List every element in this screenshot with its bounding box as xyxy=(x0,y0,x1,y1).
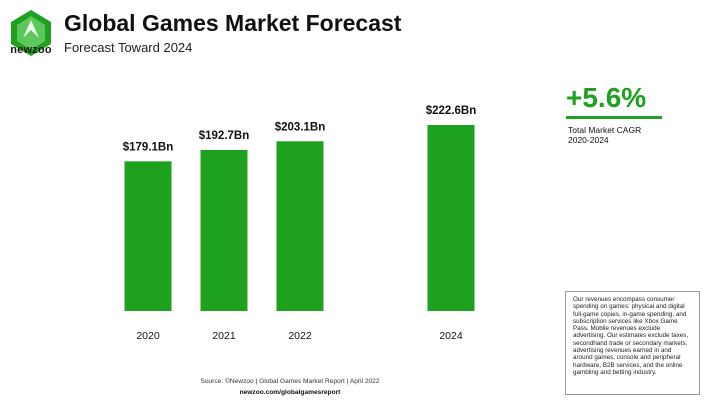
source-credit: Source: ©Newzoo | Global Games Market Re… xyxy=(200,378,380,385)
cagr-underline xyxy=(566,116,662,119)
data-label-2021: $192.7Bn xyxy=(199,130,250,142)
newzoo-logo-icon xyxy=(11,10,51,56)
bar-2020 xyxy=(124,161,172,311)
report-link[interactable]: newzoo.com/globalgamesreport xyxy=(239,389,341,396)
x-tick-2024: 2024 xyxy=(439,330,463,342)
data-label-2022: $203.1Bn xyxy=(275,121,326,133)
cagr-label-line1: Total Market CAGR xyxy=(568,125,642,135)
methodology-note: Our revenues encompass consumer spending… xyxy=(565,291,700,395)
brand-name: newzoo xyxy=(10,44,52,56)
x-tick-2022: 2022 xyxy=(288,330,312,342)
data-label-2020: $179.1Bn xyxy=(123,141,174,153)
data-label-2024: $222.6Bn xyxy=(426,105,477,117)
page-subtitle: Forecast Toward 2024 xyxy=(64,40,193,55)
bar-2024 xyxy=(427,125,475,311)
bar-2021 xyxy=(200,149,248,311)
x-tick-2021: 2021 xyxy=(212,330,236,342)
cagr-label: Total Market CAGR 2020-2024 xyxy=(568,125,678,145)
page-title: Global Games Market Forecast xyxy=(64,10,402,36)
x-tick-2020: 2020 xyxy=(136,330,160,342)
bar-2022 xyxy=(276,141,324,311)
cagr-label-line2: 2020-2024 xyxy=(568,135,609,145)
cagr-value: +5.6% xyxy=(566,82,647,113)
